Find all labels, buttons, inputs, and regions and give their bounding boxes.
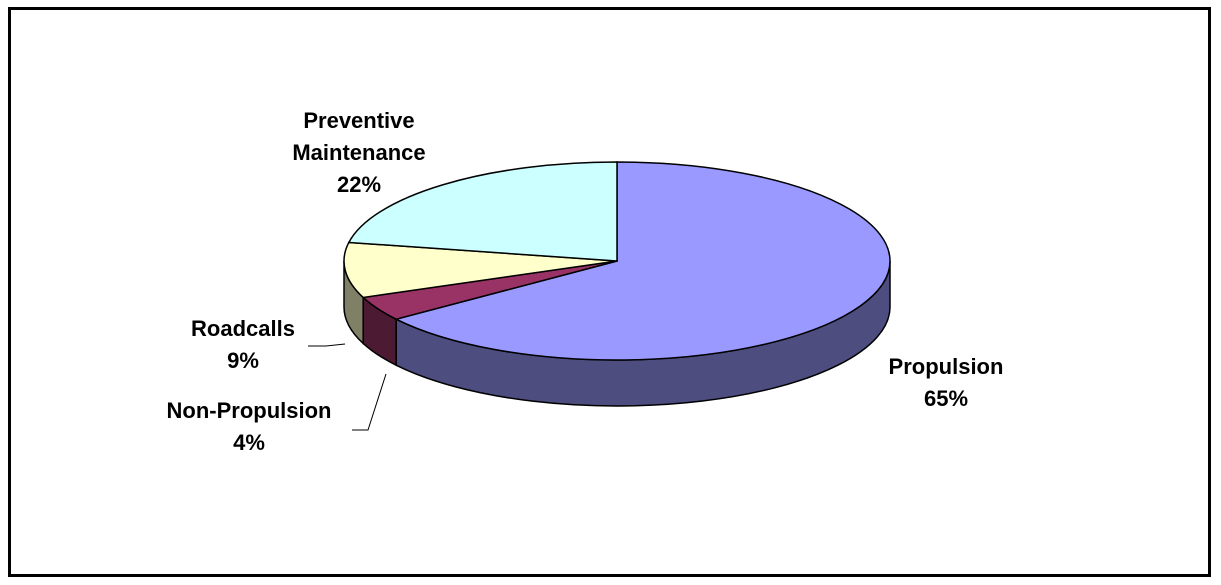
leader-line-non-propulsion xyxy=(352,373,387,431)
label-propulsion: Propulsion 65% xyxy=(889,354,1004,411)
label-roadcalls: Roadcalls 9% xyxy=(191,316,295,373)
slice-value-non-propulsion: 4% xyxy=(233,430,265,455)
slice-labels: Propulsion 65% Non-Propulsion 4% Roadcalls 9%… xyxy=(167,108,1004,455)
slice-name-non-propulsion: Non-Propulsion xyxy=(167,398,332,423)
slice-roadcalls xyxy=(343,241,618,299)
slice-preventive-maintenance xyxy=(347,161,618,262)
slice-name-preventive-maintenance: Preventive xyxy=(303,108,414,133)
pie-tops xyxy=(343,161,891,361)
slice-value-propulsion: 65% xyxy=(924,386,968,411)
slice-value-roadcalls: 9% xyxy=(227,348,259,373)
leader-lines xyxy=(308,343,387,431)
slice-propulsion xyxy=(394,161,891,361)
slice-value-preventive-maintenance: 22% xyxy=(337,172,381,197)
slice-name-preventive-maintenance: Maintenance xyxy=(292,140,425,165)
slice-name-roadcalls: Roadcalls xyxy=(191,316,295,341)
label-preventive-maintenance: Preventive Maintenance 22% xyxy=(292,108,425,197)
leader-line-roadcalls xyxy=(308,343,346,347)
label-non-propulsion: Non-Propulsion 4% xyxy=(167,398,332,455)
slice-name-propulsion: Propulsion xyxy=(889,354,1004,379)
